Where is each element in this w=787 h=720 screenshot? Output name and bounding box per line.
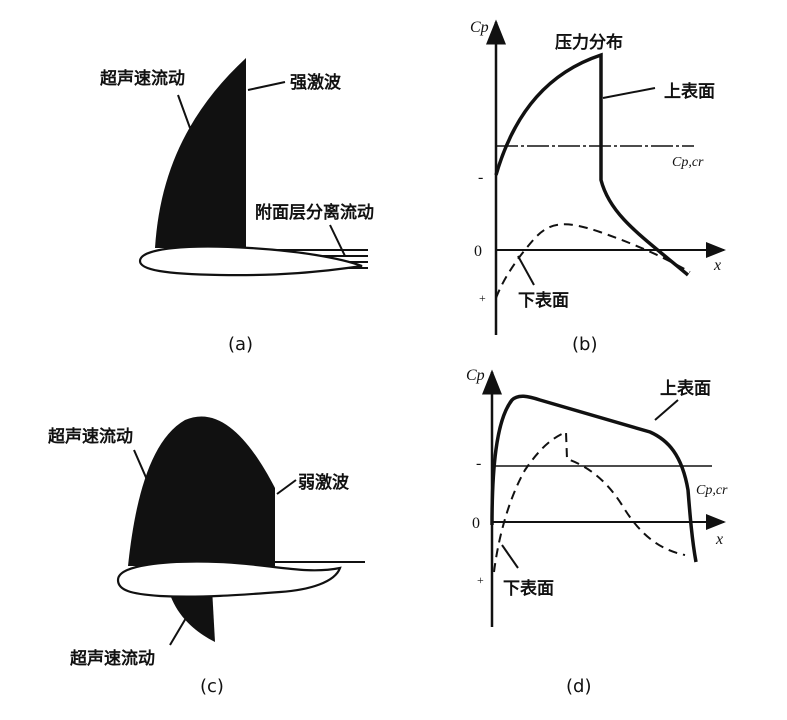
panel-b <box>486 19 726 335</box>
separation-label: 附面层分离流动 <box>255 202 374 223</box>
leader <box>169 617 187 646</box>
lower-label: 下表面 <box>503 578 554 599</box>
leader <box>501 544 519 569</box>
tick-minus: - <box>476 455 481 472</box>
tick-minus: - <box>478 169 483 186</box>
leader <box>329 224 346 257</box>
y-axis-label: Cp <box>466 367 485 384</box>
panel-d <box>482 369 726 627</box>
panel-c: 超声速流动 弱激波 超声速流动 (c) <box>48 416 365 697</box>
leader <box>247 81 286 91</box>
lower-surface-curve <box>493 430 686 573</box>
shock-label: 强激波 <box>290 72 342 93</box>
strong-shock-region <box>155 58 246 248</box>
upper-label: 上表面 <box>660 378 711 399</box>
leader <box>133 449 149 483</box>
weak-shock-region <box>128 416 275 566</box>
flow-label-top: 超声速流动 <box>48 426 133 447</box>
tick-zero: 0 <box>474 243 482 260</box>
shock-label: 弱激波 <box>298 472 350 493</box>
tick-zero: 0 <box>472 515 480 532</box>
caption-d: (d) <box>566 676 591 697</box>
x-axis-label: x <box>713 257 721 274</box>
airfoil-c <box>116 560 342 598</box>
upper-surface-curve <box>490 394 698 563</box>
chart-title: 压力分布 <box>555 32 623 53</box>
leader <box>276 479 297 495</box>
tick-plus: + <box>477 573 484 587</box>
upper-surface-curve <box>494 52 690 277</box>
caption-b: (b) <box>572 334 597 355</box>
caption-a: (a) <box>228 334 253 355</box>
lower-surface-curve <box>495 223 691 299</box>
leader <box>517 255 535 286</box>
leader <box>602 87 656 99</box>
panel-a: 超声速流动 强激波 附面层分离流动 (a) <box>100 58 374 355</box>
flow-label: 超声速流动 <box>100 68 185 89</box>
leader <box>654 399 679 421</box>
airfoil-a <box>138 245 363 277</box>
critical-label: Cp,cr <box>696 483 728 498</box>
caption-c: (c) <box>200 676 224 697</box>
tick-plus: + <box>479 291 486 305</box>
lower-label: 下表面 <box>518 290 569 311</box>
critical-label: Cp,cr <box>672 155 704 170</box>
upper-label: 上表面 <box>664 81 715 102</box>
leader <box>177 94 191 129</box>
lower-supersonic-region <box>168 588 215 642</box>
x-axis-label: x <box>715 531 723 548</box>
y-axis-label: Cp <box>470 19 489 36</box>
flow-label-bottom: 超声速流动 <box>70 648 155 669</box>
